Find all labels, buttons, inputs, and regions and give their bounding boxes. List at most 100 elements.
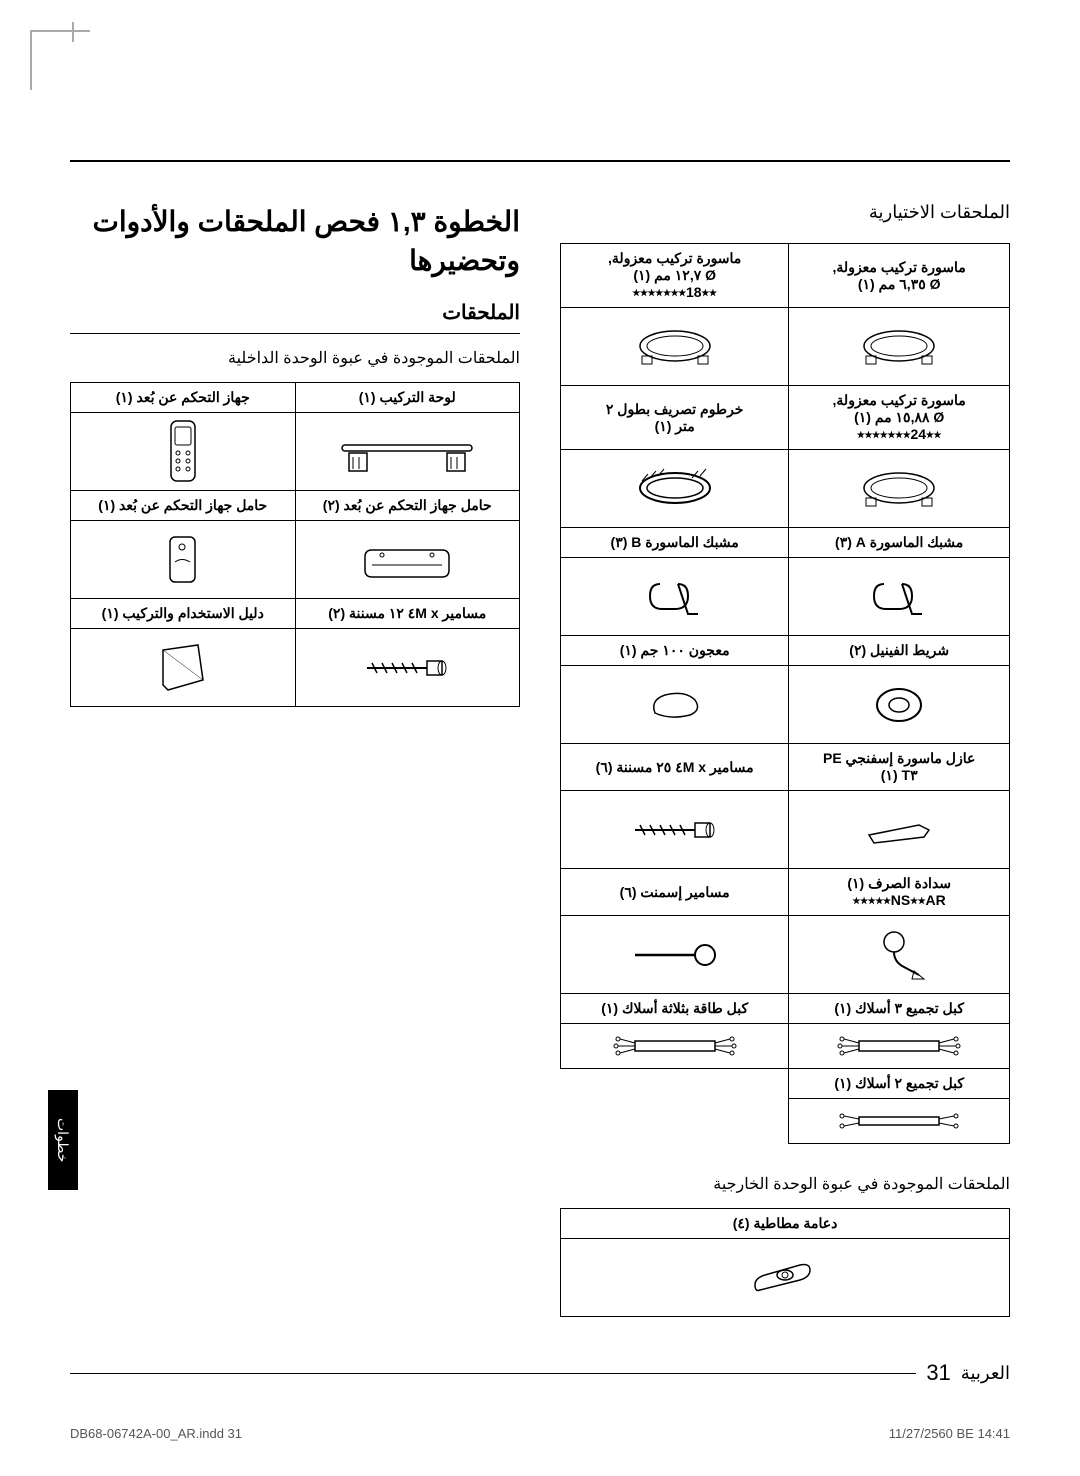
table-row bbox=[561, 308, 1010, 386]
lang-label: العربية bbox=[961, 1363, 1010, 1384]
cell-label: جهاز التحكم عن بُعد (١) bbox=[71, 383, 296, 413]
pipe-icon bbox=[561, 308, 789, 386]
table-row: دعامة مطاطية (٤) bbox=[561, 1209, 1010, 1239]
text: Ø ١٥,٨٨ مم (١) bbox=[854, 409, 944, 425]
drain-plug-icon bbox=[789, 916, 1010, 994]
table-row bbox=[561, 666, 1010, 744]
outdoor-caption: الملحقات الموجودة في عبوة الوحدة الخارجي… bbox=[560, 1174, 1010, 1194]
page-footer: العربية 31 bbox=[70, 1360, 1010, 1386]
print-footer: DB68-06742A-00_AR.indd 31 11/27/2560 BE … bbox=[70, 1426, 1010, 1441]
text: سدادة الصرف (١) bbox=[847, 875, 951, 891]
cell-label: كبل تجميع ٣ أسلاك (١) bbox=[789, 994, 1010, 1024]
cell-label: ماسورة تركيب معزولة, Ø ١٢,٧ مم (١) ٭٭18٭… bbox=[561, 244, 789, 308]
table-row bbox=[71, 521, 520, 599]
page-number: 31 bbox=[926, 1360, 950, 1386]
cell-label: شريط الفينيل (٢) bbox=[789, 636, 1010, 666]
empty-cell bbox=[561, 1099, 789, 1144]
table-row bbox=[561, 791, 1010, 869]
table-row bbox=[561, 1024, 1010, 1069]
text: Ø ١٢,٧ مم (١) bbox=[633, 267, 716, 283]
manual-icon bbox=[71, 629, 296, 707]
cement-nail-icon bbox=[561, 916, 789, 994]
remote-control-icon bbox=[71, 413, 296, 491]
table-row: حامل جهاز التحكم عن بُعد (٢) حامل جهاز ا… bbox=[71, 491, 520, 521]
putty-icon bbox=[561, 666, 789, 744]
screw-icon bbox=[295, 629, 520, 707]
text: AR٭٭NS٭٭٭٭٭ bbox=[853, 892, 946, 908]
table-row bbox=[71, 629, 520, 707]
remote-holder-2-icon bbox=[295, 521, 520, 599]
rubber-leg-icon bbox=[561, 1239, 1010, 1317]
cell-label: ماسورة تركيب معزولة, Ø ١٥,٨٨ مم (١) ٭٭24… bbox=[789, 386, 1010, 450]
text: Ø ٦,٣٥ مم (١) bbox=[858, 276, 941, 292]
indoor-caption: الملحقات الموجودة في عبوة الوحدة الداخلي… bbox=[70, 348, 520, 368]
table-row: كبل تجميع ٢ أسلاك (١) bbox=[561, 1069, 1010, 1099]
cell-label: عازل ماسورة إسفنجي PE T٣ (١) bbox=[789, 744, 1010, 791]
table-row: سدادة الصرف (١) AR٭٭NS٭٭٭٭٭ مسامير إسمنت… bbox=[561, 869, 1010, 916]
outdoor-accessories-table: دعامة مطاطية (٤) bbox=[560, 1208, 1010, 1317]
text: ٭٭24٭٭٭٭٭٭٭ bbox=[857, 426, 941, 442]
table-row bbox=[561, 1239, 1010, 1317]
cell-label: كبل طاقة بثلاثة أسلاك (١) bbox=[561, 994, 789, 1024]
title-line-1: الخطوة ١,٣ فحص الملحقات والأدوات bbox=[92, 206, 520, 237]
pipe-icon bbox=[789, 450, 1010, 528]
cell-label: سدادة الصرف (١) AR٭٭NS٭٭٭٭٭ bbox=[789, 869, 1010, 916]
text: ٭٭18٭٭٭٭٭٭٭ bbox=[633, 284, 717, 300]
table-row: مسامير ٤M x ١٢ مسننة (٢) دليل الاستخدام … bbox=[71, 599, 520, 629]
table-row: لوحة التركيب (١) جهاز التحكم عن بُعد (١) bbox=[71, 383, 520, 413]
screw-icon bbox=[561, 791, 789, 869]
table-row: ماسورة تركيب معزولة, Ø ٦,٣٥ مم (١) ماسور… bbox=[561, 244, 1010, 308]
cell-label: مسامير ٤M x ٢٥ مسننة (٦) bbox=[561, 744, 789, 791]
cell-label: حامل جهاز التحكم عن بُعد (٢) bbox=[295, 491, 520, 521]
main-layout: الخطوة ١,٣ فحص الملحقات والأدوات وتحضيره… bbox=[70, 202, 1010, 1317]
cell-label: خرطوم تصريف بطول ٢ متر (١) bbox=[561, 386, 789, 450]
empty-cell bbox=[561, 1069, 789, 1099]
cable-3wire-icon bbox=[789, 1024, 1010, 1069]
indoor-accessories-table: لوحة التركيب (١) جهاز التحكم عن بُعد (١)… bbox=[70, 382, 520, 707]
text: ماسورة تركيب معزولة, bbox=[833, 259, 966, 275]
text: T٣ (١) bbox=[881, 767, 918, 783]
text: خرطوم تصريف بطول ٢ bbox=[606, 401, 744, 417]
text: ماسورة تركيب معزولة, bbox=[608, 250, 741, 266]
cell-label: دعامة مطاطية (٤) bbox=[561, 1209, 1010, 1239]
clamp-b-icon bbox=[561, 558, 789, 636]
optional-accessories-table: ماسورة تركيب معزولة, Ø ٦,٣٥ مم (١) ماسور… bbox=[560, 243, 1010, 1144]
table-row: شريط الفينيل (٢) معجون ١٠٠ جم (١) bbox=[561, 636, 1010, 666]
cable-2wire-icon bbox=[789, 1099, 1010, 1144]
drain-hose-icon bbox=[561, 450, 789, 528]
table-row bbox=[561, 450, 1010, 528]
cell-label: دليل الاستخدام والتركيب (١) bbox=[71, 599, 296, 629]
section-title: الخطوة ١,٣ فحص الملحقات والأدوات وتحضيره… bbox=[70, 202, 520, 280]
top-rule bbox=[70, 160, 1010, 162]
accessories-heading: الملحقات bbox=[70, 300, 520, 325]
cell-label: لوحة التركيب (١) bbox=[295, 383, 520, 413]
title-line-2: وتحضيرها bbox=[409, 245, 520, 276]
content-left-column: الملحقات الاختيارية ماسورة تركيب معزولة,… bbox=[560, 202, 1010, 1317]
text: ماسورة تركيب معزولة, bbox=[833, 392, 966, 408]
text: متر (١) bbox=[655, 418, 695, 434]
accessories-rule bbox=[70, 333, 520, 334]
print-timestamp: 11/27/2560 BE 14:41 bbox=[889, 1426, 1010, 1441]
pipe-icon bbox=[789, 308, 1010, 386]
table-row: ماسورة تركيب معزولة, Ø ١٥,٨٨ مم (١) ٭٭24… bbox=[561, 386, 1010, 450]
table-row: عازل ماسورة إسفنجي PE T٣ (١) مسامير ٤M x… bbox=[561, 744, 1010, 791]
table-row bbox=[561, 558, 1010, 636]
cell-label: كبل تجميع ٢ أسلاك (١) bbox=[789, 1069, 1010, 1099]
clamp-a-icon bbox=[789, 558, 1010, 636]
power-cable-icon bbox=[561, 1024, 789, 1069]
footer-line bbox=[70, 1373, 916, 1374]
table-row: مشبك الماسورة A (٣) مشبك الماسورة B (٣) bbox=[561, 528, 1010, 558]
remote-holder-1-icon bbox=[71, 521, 296, 599]
cell-label: حامل جهاز التحكم عن بُعد (١) bbox=[71, 491, 296, 521]
vinyl-tape-icon bbox=[789, 666, 1010, 744]
table-row bbox=[561, 1099, 1010, 1144]
table-row: كبل تجميع ٣ أسلاك (١) كبل طاقة بثلاثة أس… bbox=[561, 994, 1010, 1024]
cell-label: مشبك الماسورة B (٣) bbox=[561, 528, 789, 558]
print-file: DB68-06742A-00_AR.indd 31 bbox=[70, 1426, 242, 1441]
table-row bbox=[561, 916, 1010, 994]
crop-marks bbox=[30, 30, 90, 90]
content-right-column: الخطوة ١,٣ فحص الملحقات والأدوات وتحضيره… bbox=[70, 202, 520, 1317]
cell-label: معجون ١٠٠ جم (١) bbox=[561, 636, 789, 666]
text: عازل ماسورة إسفنجي PE bbox=[823, 750, 975, 766]
pe-insulator-icon bbox=[789, 791, 1010, 869]
